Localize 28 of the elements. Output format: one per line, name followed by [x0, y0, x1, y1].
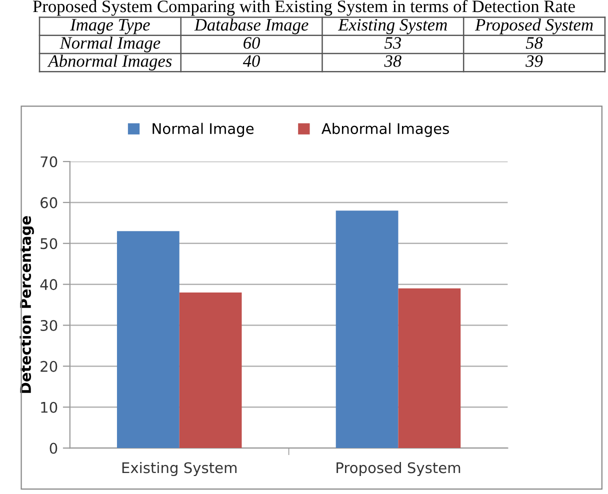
text: Normal Image [60, 36, 160, 52]
y-tick-label: 40 [40, 279, 58, 290]
y-tick-label: 50 [40, 238, 58, 250]
y-tick-label: 70 [40, 156, 58, 168]
legend-label: Abnormal Images [322, 122, 449, 137]
y-tick-label: 60 [40, 197, 58, 208]
text: 60 [244, 37, 260, 49]
text: 38 [384, 55, 402, 67]
y-tick-label: 30 [40, 320, 58, 332]
text: Existing System [338, 18, 447, 34]
text: 39 [526, 55, 543, 67]
y-axis-title: Detection Percentage [20, 216, 34, 393]
bar [398, 288, 461, 448]
text: 40 [242, 55, 260, 67]
y-tick-label: 10 [41, 402, 58, 413]
bar [116, 231, 180, 448]
y-tick-label: 20 [40, 360, 58, 372]
text: Abnormal Images [47, 54, 172, 70]
text: Proposed System [474, 18, 593, 34]
y-tick-label: 0 [50, 442, 58, 454]
bar [179, 292, 242, 448]
text: Image Type [70, 19, 150, 34]
text: Database Image [194, 18, 308, 34]
legend-label: Normal Image [152, 122, 254, 137]
text: Proposed System Comparing with Existing System in terms of Detection Rate [33, 0, 575, 16]
bar [336, 210, 398, 448]
text: 53 [384, 37, 401, 49]
text: 58 [526, 37, 543, 49]
